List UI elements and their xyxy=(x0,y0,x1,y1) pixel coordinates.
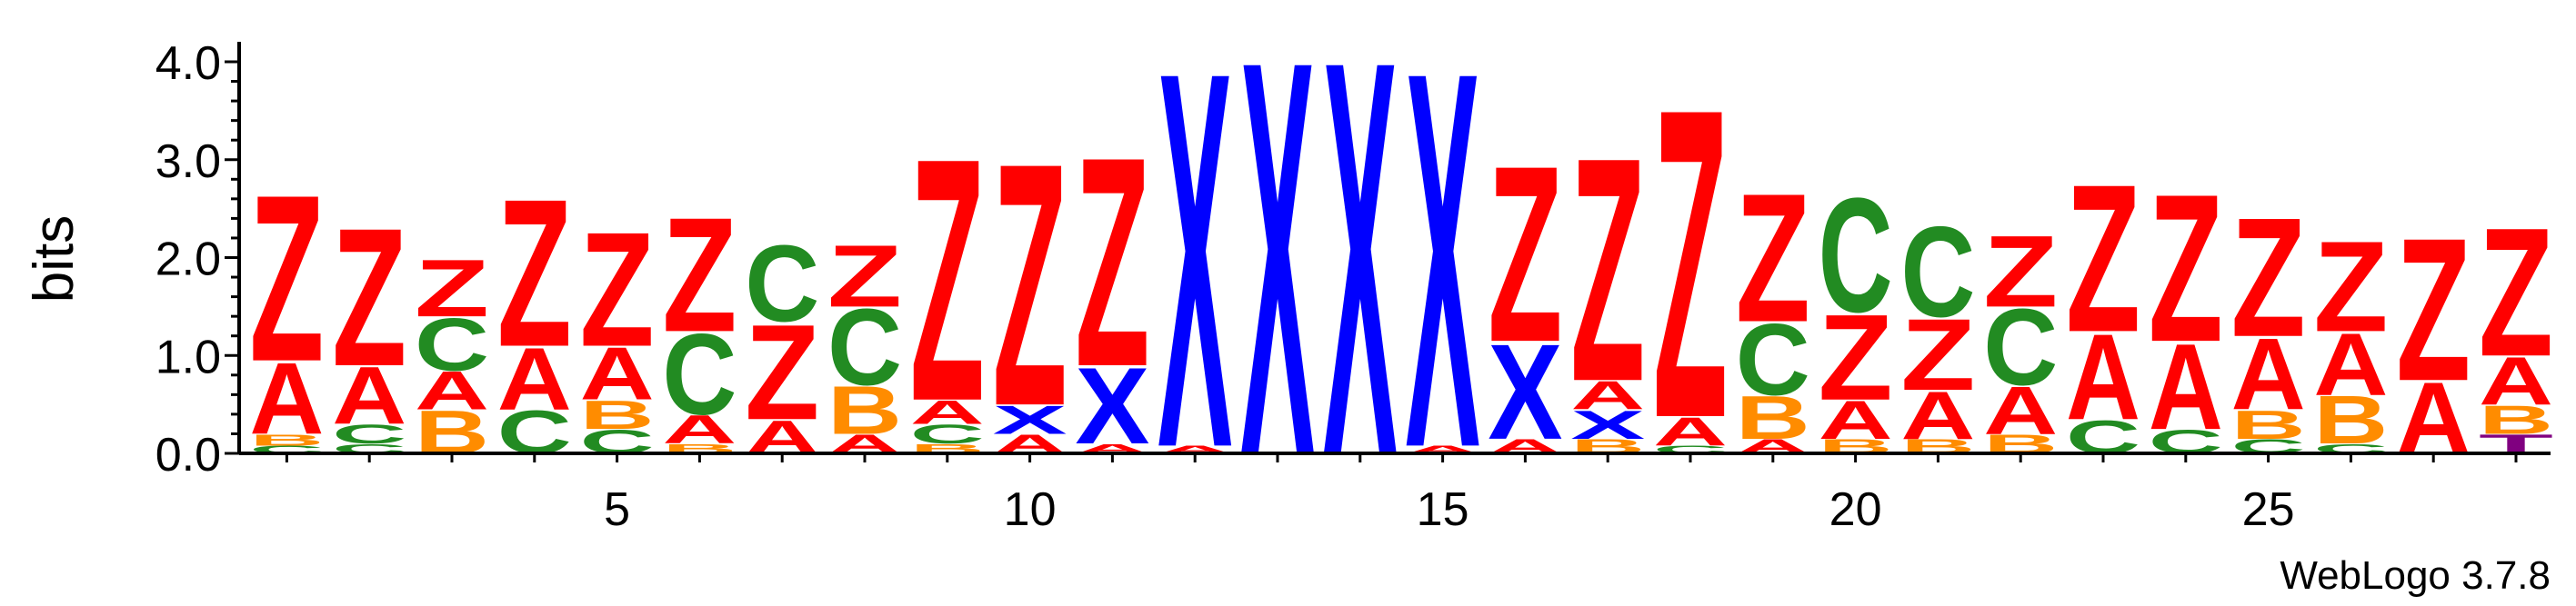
x-tick-label: 10 xyxy=(1004,483,1057,536)
logo-letter-z: Z xyxy=(580,197,655,381)
logo-letter-a: A xyxy=(1819,390,1893,451)
logo-letter-a: A xyxy=(2479,343,2553,419)
logo-letter-z: Z xyxy=(1736,156,1810,361)
logo-letter-a: A xyxy=(1900,378,1975,453)
logo-letter-a: A xyxy=(1570,373,1645,418)
logo-letter-b: B xyxy=(580,392,655,438)
logo-letter-z: Z xyxy=(2313,215,2388,359)
logo-letter-z: Z xyxy=(2231,184,2306,373)
logo-letter-b: B xyxy=(2313,382,2388,458)
logo-letter-a: A xyxy=(662,407,737,452)
logo-letter-c: C xyxy=(1983,286,2058,408)
logo-letter-z: Z xyxy=(827,226,902,325)
logo-letter-b: B xyxy=(2479,397,2553,442)
logo-letter-x: X xyxy=(1488,316,1562,468)
x-tick-label: 5 xyxy=(604,483,630,536)
logo-letter-c: C xyxy=(1736,303,1810,416)
logo-letter-z: Z xyxy=(1819,290,1893,426)
logo-letter-x: X xyxy=(993,397,1067,442)
x-tick-label: 15 xyxy=(1417,483,1469,536)
logo-letter-z: Z xyxy=(1983,215,2058,329)
y-tick-label: 3.0 xyxy=(155,135,221,188)
logo-letter-z: Z xyxy=(2396,197,2471,424)
logo-letter-z: Z xyxy=(2479,191,2553,395)
logo-letter-a: A xyxy=(2149,319,2223,455)
logo-letter-z: Z xyxy=(993,91,1067,479)
logo-letter-z: Z xyxy=(1900,298,1975,412)
logo-letter-z: Z xyxy=(910,85,985,473)
logo-letter-a: A xyxy=(2231,317,2306,431)
logo-letter-c: C xyxy=(415,303,489,387)
logo-letter-c: C xyxy=(332,419,406,450)
logo-letter-z: Z xyxy=(415,243,489,334)
logo-letter-a: A xyxy=(1983,373,2058,449)
logo-letter-z: Z xyxy=(1653,16,1728,511)
logo-letter-c: C xyxy=(745,223,819,344)
logo-letter-b: B xyxy=(1736,383,1810,452)
logo-letter-a: A xyxy=(2066,309,2140,445)
logo-letter-c: C xyxy=(662,310,737,439)
x-tick-label: 20 xyxy=(1829,483,1882,536)
y-tick-label: 2.0 xyxy=(155,233,221,286)
logo-letter-z: Z xyxy=(662,183,737,366)
logo-letter-a: A xyxy=(332,350,406,442)
logo-letter-b: B xyxy=(827,373,902,449)
logo-letter-z: Z xyxy=(2066,141,2140,377)
logo-letter-x: X xyxy=(1406,0,1481,560)
logo-letter-z: Z xyxy=(1570,92,1645,448)
logo-letter-c: C xyxy=(1819,164,1893,346)
logo-letter-a: A xyxy=(249,342,324,455)
logo-letter-z: Z xyxy=(745,297,819,449)
logo-letter-b: B xyxy=(2231,402,2306,448)
x-tick-label: 25 xyxy=(2242,483,2295,536)
logo-letter-a: A xyxy=(910,393,985,432)
logo-letter-a: A xyxy=(1653,409,1728,454)
logo-letter-c: C xyxy=(827,286,902,408)
logo-letter-z: Z xyxy=(249,146,324,412)
logo-letter-x: X xyxy=(1075,345,1149,467)
logo-letter-c: C xyxy=(910,419,985,450)
logo-letter-z: Z xyxy=(1075,95,1149,430)
axes: 0.0 1.0 2.0 3.0 4.0 5 10 15 20 25 xyxy=(155,37,2551,536)
logo-letter-a: A xyxy=(415,361,489,422)
logo-letter-c: C xyxy=(1900,201,1975,344)
y-tick-label: 1.0 xyxy=(155,331,221,383)
logo-letter-z: Z xyxy=(1488,114,1562,395)
y-axis-label: bits xyxy=(23,215,85,303)
logo-letter-x: X xyxy=(1240,0,1316,573)
logo-letter-b: B xyxy=(249,431,324,449)
y-tick-label: 0.0 xyxy=(155,429,221,482)
logo-letter-z: Z xyxy=(497,155,572,392)
logo-letter-x: X xyxy=(1158,0,1233,560)
logo-letter-x: X xyxy=(1570,402,1645,447)
logo-letter-z: Z xyxy=(332,188,406,408)
logo-letter-x: X xyxy=(1323,0,1398,573)
logo-letter-a: A xyxy=(2313,315,2388,414)
logo-letter-a: A xyxy=(580,333,655,416)
logo-letter-a: A xyxy=(497,330,572,429)
y-tick-label: 4.0 xyxy=(155,37,221,90)
weblogo-credit: WebLogo 3.7.8 xyxy=(2280,553,2551,598)
logo-letter-z: Z xyxy=(2149,151,2223,387)
